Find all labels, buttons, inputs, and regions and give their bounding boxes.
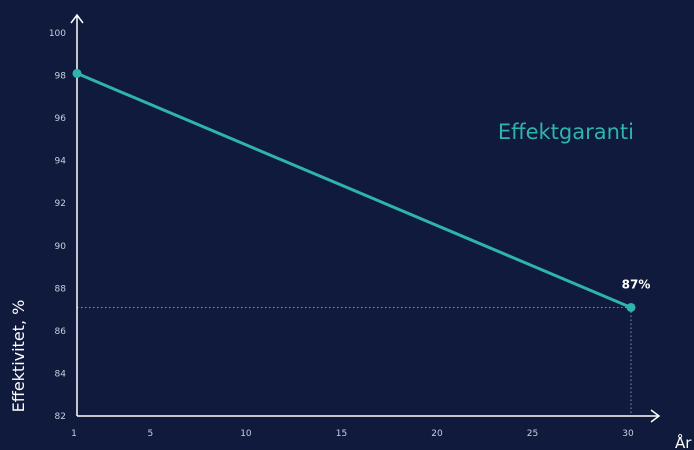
data-point (626, 302, 636, 312)
y-tick-label: 90 (55, 242, 67, 252)
y-axis-label: Effektivitet, % (9, 300, 28, 413)
x-axis-arrow-icon (650, 409, 661, 423)
guide-lines (77, 306, 632, 416)
x-tick-label: 5 (148, 429, 154, 439)
x-tick-label: 25 (527, 429, 538, 439)
x-axis-label: År (675, 433, 692, 450)
y-tick-label: 82 (55, 412, 66, 422)
x-tick-label: 30 (622, 429, 634, 439)
y-axis-ticks: 82 84 86 88 90 92 94 96 98 100 (49, 29, 66, 422)
y-tick-label: 92 (55, 199, 66, 209)
x-axis-ticks: 1 5 10 15 20 25 30 (71, 429, 634, 439)
y-tick-label: 86 (55, 327, 67, 337)
data-point (72, 68, 82, 78)
y-tick-label: 100 (49, 29, 66, 39)
x-tick-label: 1 (71, 429, 77, 439)
x-tick-label: 20 (431, 429, 443, 439)
y-axis-arrow-icon (70, 13, 84, 24)
series-group (72, 68, 636, 312)
y-tick-label: 88 (55, 284, 67, 294)
legend-series-label: Effektgaranti (498, 120, 634, 144)
y-tick-label: 98 (55, 72, 67, 82)
series-line (75, 71, 633, 309)
y-tick-label: 96 (55, 114, 67, 124)
x-tick-label: 10 (240, 429, 252, 439)
end-value-annotation: 87% (622, 277, 651, 291)
y-tick-label: 94 (55, 157, 67, 167)
x-tick-label: 15 (336, 429, 347, 439)
y-tick-label: 84 (55, 369, 67, 379)
